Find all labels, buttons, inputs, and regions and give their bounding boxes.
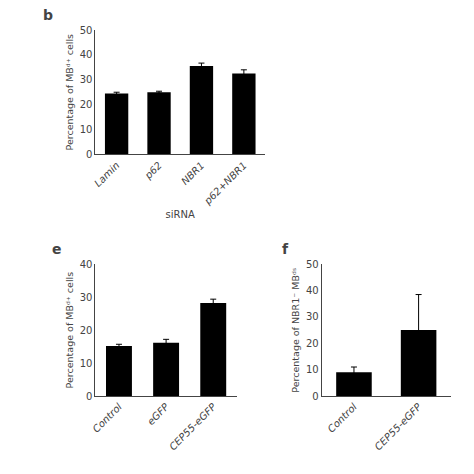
svg-text:10: 10 — [80, 358, 93, 369]
svg-text:p62+NBR1: p62+NBR1 — [201, 160, 248, 207]
svg-text:40: 40 — [80, 259, 93, 270]
svg-text:Percentage of NBR1⁻ MBᵈˢ: Percentage of NBR1⁻ MBᵈˢ — [290, 267, 301, 393]
svg-text:f: f — [282, 241, 289, 257]
svg-text:0: 0 — [312, 391, 318, 402]
svg-text:50: 50 — [306, 259, 319, 270]
svg-text:e: e — [52, 241, 62, 257]
svg-text:0: 0 — [86, 149, 92, 160]
svg-text:30: 30 — [306, 311, 319, 322]
svg-text:CEP55-eGFP: CEP55-eGFP — [167, 400, 219, 452]
svg-text:0: 0 — [86, 391, 92, 402]
svg-text:Percentage of MBᵈ⁺ cells: Percentage of MBᵈ⁺ cells — [64, 272, 75, 389]
svg-text:Lamin: Lamin — [92, 160, 121, 189]
svg-text:Control: Control — [325, 401, 359, 435]
svg-text:eGFP: eGFP — [145, 400, 172, 427]
svg-text:30: 30 — [80, 74, 93, 85]
svg-text:40: 40 — [306, 285, 319, 296]
svg-text:b: b — [43, 7, 53, 23]
svg-text:40: 40 — [80, 49, 93, 60]
svg-text:20: 20 — [306, 338, 319, 349]
svg-text:p62: p62 — [142, 160, 164, 182]
svg-text:10: 10 — [306, 364, 319, 375]
svg-text:siRNA: siRNA — [166, 209, 195, 220]
svg-text:20: 20 — [80, 325, 93, 336]
svg-text:50: 50 — [80, 25, 93, 36]
svg-text:10: 10 — [80, 124, 93, 135]
svg-text:30: 30 — [80, 292, 93, 303]
svg-text:20: 20 — [80, 99, 93, 110]
svg-text:Control: Control — [90, 401, 124, 435]
svg-text:NBR1: NBR1 — [179, 160, 206, 187]
svg-text:Percentage of MBᵈ⁺ cells: Percentage of MBᵈ⁺ cells — [64, 34, 75, 151]
svg-text:CEP55-eGFP: CEP55-eGFP — [372, 400, 424, 452]
